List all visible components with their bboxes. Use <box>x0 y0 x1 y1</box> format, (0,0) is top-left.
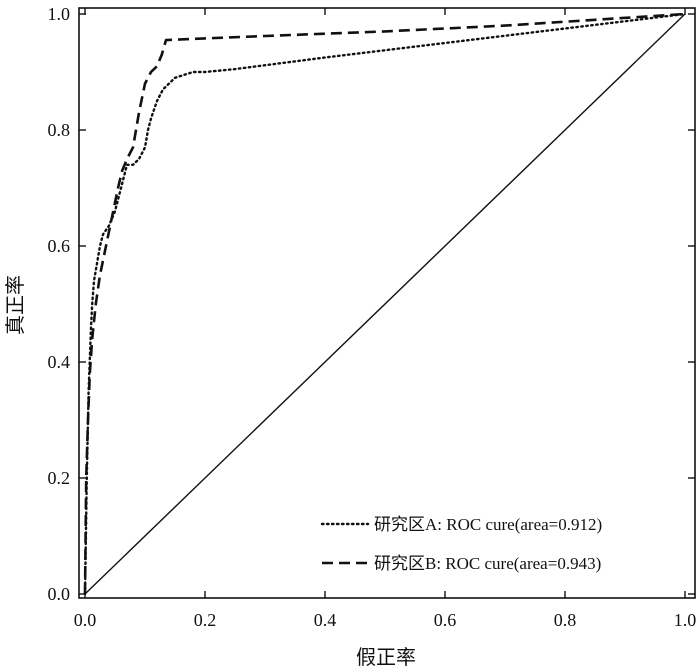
plot-frame <box>78 7 696 599</box>
tick-labels: 0.0 0.2 0.4 0.6 0.8 1.0 0.0 0.2 0.4 0.6 0.8 1.0 <box>48 4 697 630</box>
x-tick-label: 0.4 <box>314 610 337 630</box>
y-tick-label: 0.2 <box>48 468 71 488</box>
axes <box>78 7 696 599</box>
roc-curve-series-b <box>83 12 686 595</box>
x-tick-label: 0.6 <box>434 610 457 630</box>
x-tick-label: 1.0 <box>674 610 697 630</box>
legend-label-series-a: 研究区A: ROC cure(area=0.912) <box>374 515 602 534</box>
diagonal-reference-line <box>84 13 686 595</box>
x-tick-label: 0.2 <box>194 610 217 630</box>
roc-curve-series-a <box>83 12 687 596</box>
y-tick-label: 0.0 <box>48 584 71 604</box>
legend-label-series-b: 研究区B: ROC cure(area=0.943) <box>374 554 601 573</box>
y-tick-label: 1.0 <box>48 4 71 24</box>
y-axis-title: 真正率 <box>3 275 27 335</box>
x-tick-label: 0.0 <box>74 610 97 630</box>
y-tick-label: 0.6 <box>48 236 71 256</box>
plot-area <box>83 12 687 596</box>
tick-marks <box>79 8 695 598</box>
y-tick-label: 0.4 <box>48 352 71 372</box>
legend: 研究区A: ROC cure(area=0.912) 研究区B: ROC cur… <box>320 515 602 573</box>
x-axis-title: 假正率 <box>356 645 416 669</box>
x-tick-label: 0.8 <box>554 610 577 630</box>
y-tick-label: 0.8 <box>48 120 71 140</box>
